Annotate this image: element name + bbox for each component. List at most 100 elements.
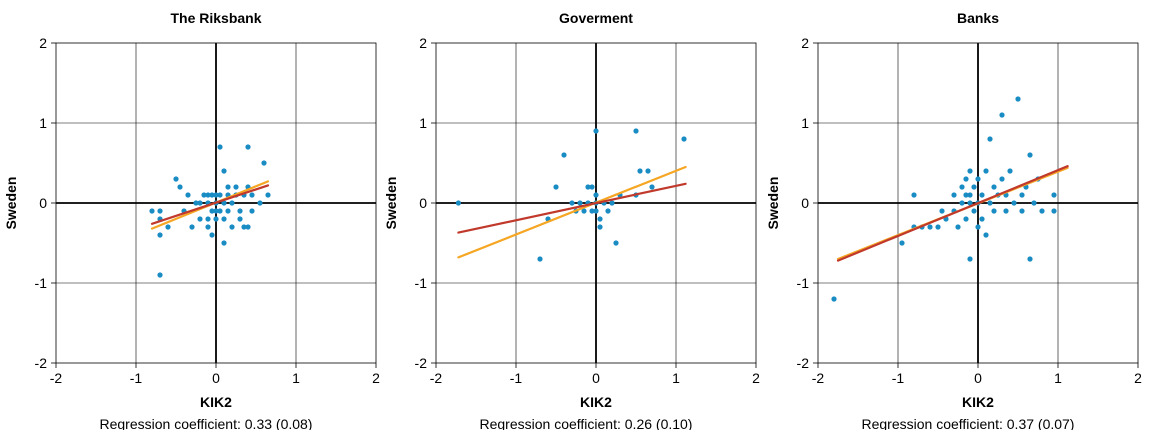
y-tick-label: 1 bbox=[39, 115, 47, 131]
y-tick-label: -2 bbox=[35, 355, 48, 371]
data-point bbox=[209, 192, 215, 198]
data-point bbox=[217, 144, 223, 150]
data-point bbox=[241, 224, 247, 230]
data-point bbox=[1007, 168, 1013, 174]
x-tick-label: 1 bbox=[292, 370, 300, 386]
data-point bbox=[245, 144, 251, 150]
fit-line-red bbox=[457, 182, 687, 234]
data-point bbox=[1019, 192, 1025, 198]
data-point bbox=[237, 216, 243, 222]
data-point bbox=[249, 208, 255, 214]
data-point bbox=[537, 256, 543, 262]
data-point bbox=[593, 208, 599, 214]
data-point bbox=[249, 192, 255, 198]
data-point bbox=[987, 136, 993, 142]
y-axis-label: Sweden bbox=[765, 177, 781, 230]
data-point bbox=[593, 128, 599, 134]
data-point bbox=[177, 184, 183, 190]
chart-panel-3: -2 -1 0 1 2 -2 -1 0 1 2 Banks KIK2 Sweden Regression … bbox=[765, 10, 1142, 430]
x-tick-label: 0 bbox=[212, 370, 220, 386]
data-point bbox=[955, 224, 961, 230]
x-tick-label: -1 bbox=[130, 370, 143, 386]
x-tick-label: 1 bbox=[672, 370, 680, 386]
data-point bbox=[245, 224, 251, 230]
y-tick-label: 2 bbox=[419, 35, 427, 51]
data-point bbox=[589, 208, 595, 214]
data-point bbox=[225, 208, 231, 214]
data-point bbox=[967, 256, 973, 262]
x-tick-label: 2 bbox=[372, 370, 380, 386]
data-point bbox=[205, 192, 211, 198]
data-point bbox=[577, 200, 583, 206]
data-point bbox=[581, 208, 587, 214]
data-point bbox=[209, 232, 215, 238]
chart-panel-2: -2 -1 0 1 2 -2 -1 0 1 2 Goverment KIK2 Sweden Regress… bbox=[383, 10, 760, 430]
data-point bbox=[213, 192, 219, 198]
data-point bbox=[157, 232, 163, 238]
data-point bbox=[173, 176, 179, 182]
y-tick-label: 1 bbox=[801, 115, 809, 131]
data-point bbox=[971, 184, 977, 190]
data-point bbox=[197, 216, 203, 222]
data-point bbox=[633, 128, 639, 134]
data-point bbox=[1027, 152, 1033, 158]
data-point bbox=[209, 208, 215, 214]
data-point bbox=[213, 216, 219, 222]
data-point bbox=[193, 200, 199, 206]
chart-panel-1: -2 -1 0 1 2 -2 -1 0 1 2 The Riksbank KIK2 Sweden Regr… bbox=[3, 10, 380, 430]
data-point bbox=[261, 160, 267, 166]
x-tick-label: 0 bbox=[592, 370, 600, 386]
y-tick-label: 2 bbox=[801, 35, 809, 51]
chart-title: Goverment bbox=[559, 10, 633, 26]
data-point bbox=[265, 192, 271, 198]
data-point bbox=[213, 208, 219, 214]
data-point bbox=[645, 168, 651, 174]
y-tick-label: 1 bbox=[419, 115, 427, 131]
fit-line-red bbox=[836, 165, 1069, 262]
data-point bbox=[205, 224, 211, 230]
data-point bbox=[935, 224, 941, 230]
data-point bbox=[1019, 208, 1025, 214]
x-axis-label: KIK2 bbox=[200, 394, 232, 410]
data-point bbox=[205, 216, 211, 222]
data-point bbox=[225, 184, 231, 190]
data-point bbox=[999, 176, 1005, 182]
y-tick-label: -2 bbox=[797, 355, 810, 371]
data-point bbox=[649, 184, 655, 190]
x-tick-label: -2 bbox=[812, 370, 825, 386]
data-point bbox=[217, 208, 223, 214]
data-point bbox=[197, 200, 203, 206]
data-point bbox=[233, 184, 239, 190]
data-point bbox=[593, 192, 599, 198]
data-point bbox=[1027, 256, 1033, 262]
y-tick-label: -1 bbox=[797, 275, 810, 291]
data-point bbox=[991, 184, 997, 190]
data-point bbox=[221, 200, 227, 206]
x-tick-label: -1 bbox=[510, 370, 523, 386]
data-point bbox=[911, 192, 917, 198]
data-point bbox=[201, 192, 207, 198]
y-axis-label: Sweden bbox=[383, 177, 399, 230]
data-point bbox=[229, 200, 235, 206]
x-tick-label: -1 bbox=[892, 370, 905, 386]
chart-title: The Riksbank bbox=[170, 10, 261, 26]
y-axis-label: Sweden bbox=[3, 177, 19, 230]
data-point bbox=[585, 184, 591, 190]
data-point bbox=[165, 224, 171, 230]
data-point bbox=[455, 200, 461, 206]
x-axis-label: KIK2 bbox=[962, 394, 994, 410]
regression-note: Regression coefficient: 0.37 (0.07) bbox=[862, 416, 1075, 430]
data-point bbox=[987, 200, 993, 206]
x-tick-label: -2 bbox=[430, 370, 443, 386]
data-point bbox=[951, 192, 957, 198]
data-point bbox=[967, 200, 973, 206]
data-point bbox=[1003, 208, 1009, 214]
data-point bbox=[149, 208, 155, 214]
data-point bbox=[967, 192, 973, 198]
data-point bbox=[1015, 96, 1021, 102]
data-point bbox=[157, 272, 163, 278]
data-point bbox=[1051, 192, 1057, 198]
data-point bbox=[553, 184, 559, 190]
x-tick-label: -2 bbox=[50, 370, 63, 386]
data-point bbox=[221, 216, 227, 222]
